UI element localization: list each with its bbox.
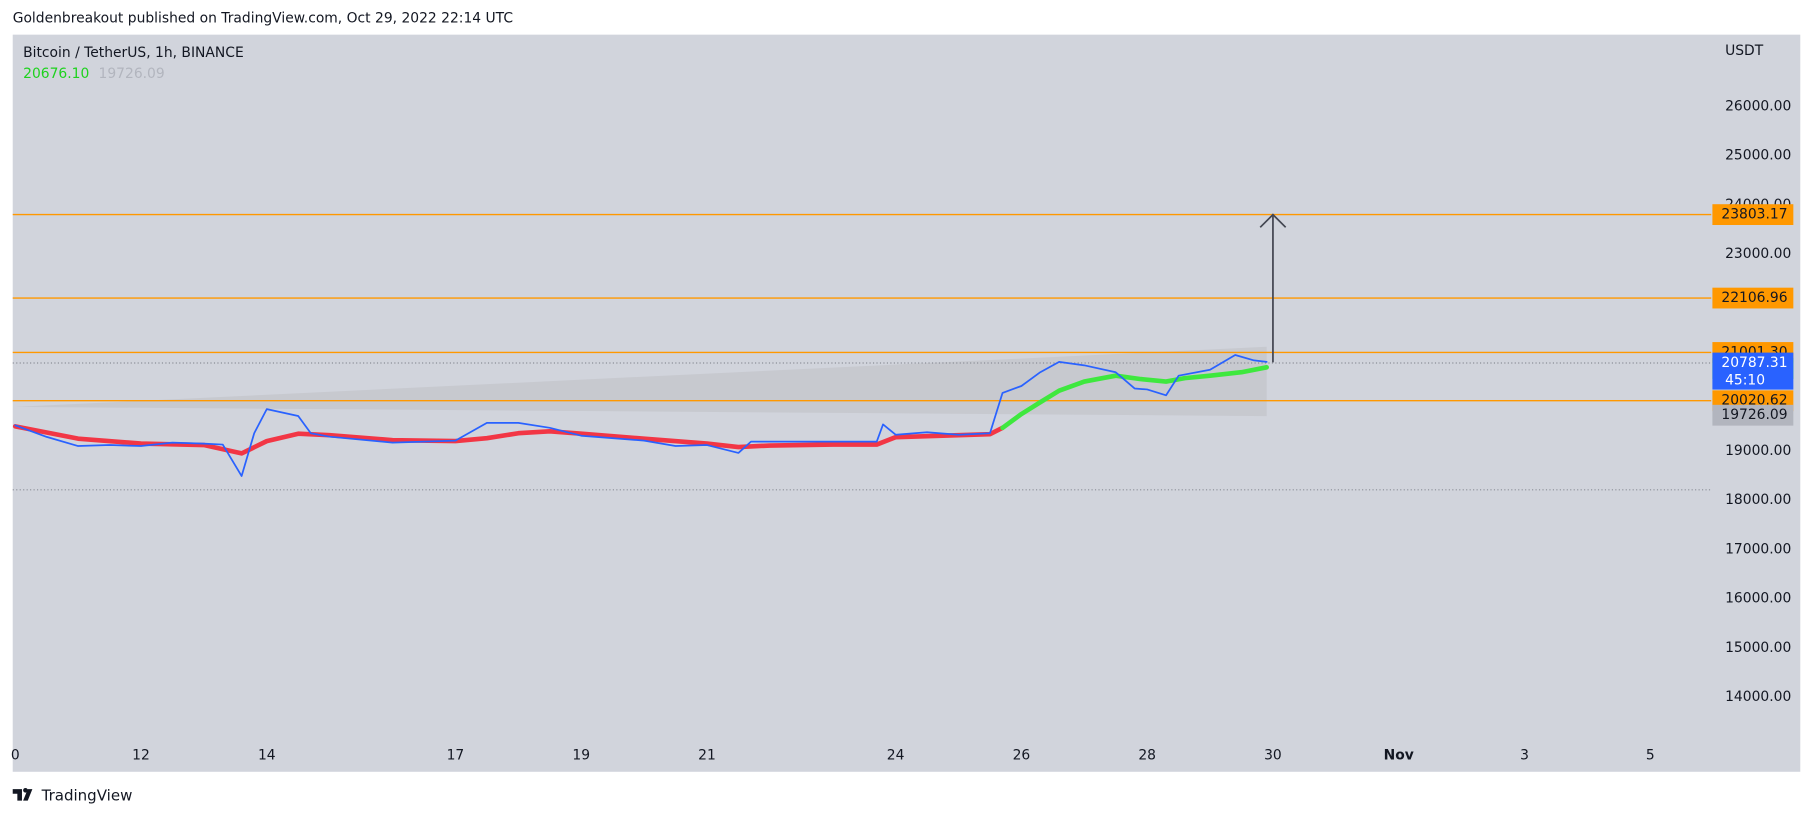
price-label: 23803.17 — [1721, 207, 1787, 223]
y-tick-label: 23000.00 — [1725, 246, 1791, 262]
y-tick-label: 19000.00 — [1725, 443, 1791, 459]
y-tick-label: 18000.00 — [1725, 492, 1791, 508]
shaded-zone — [15, 346, 1267, 417]
series-line — [14, 354, 1268, 477]
price-label-box — [1712, 404, 1794, 426]
series-line — [1000, 364, 1269, 431]
price-label: 20020.62 — [1721, 393, 1787, 409]
x-tick-label: 21 — [698, 748, 716, 764]
x-tick-label: 14 — [258, 748, 276, 764]
legend-value: 19726.09 — [99, 66, 165, 82]
x-tick-label: 5 — [1646, 748, 1655, 764]
price-label-box — [1712, 352, 1794, 390]
x-tick-label: 19 — [572, 748, 590, 764]
x-tick-label: 28 — [1138, 748, 1156, 764]
symbol-title: Bitcoin / TetherUS, 1h, BINANCE — [23, 45, 244, 61]
arrow-head — [1259, 213, 1287, 228]
y-tick-label: 16000.00 — [1725, 591, 1791, 607]
x-tick-label: 17 — [447, 748, 465, 764]
legend-value: 20676.10 — [23, 66, 89, 82]
x-tick-label: 12 — [132, 748, 150, 764]
y-tick-label: 26000.00 — [1725, 99, 1791, 115]
publish-note: Goldenbreakout published on TradingView.… — [13, 10, 513, 26]
brand-logo — [12, 787, 33, 801]
x-tick-label: 3 — [1520, 748, 1529, 764]
price-label-box — [1712, 204, 1794, 226]
x-tick-label: 26 — [1013, 748, 1031, 764]
x-tick-label: 0 — [11, 748, 20, 764]
price-label: 19726.09 — [1721, 407, 1787, 423]
y-unit: USDT — [1725, 43, 1764, 59]
brand-name: TradingView — [41, 787, 133, 805]
price-label-box — [1712, 287, 1794, 309]
x-tick-label: 30 — [1264, 748, 1282, 764]
y-tick-label: 15000.00 — [1725, 640, 1791, 656]
price-label: 22106.96 — [1721, 290, 1787, 306]
series-line — [12, 424, 1005, 456]
price-countdown: 45:10 — [1725, 372, 1765, 388]
price-label: 20787.31 — [1721, 355, 1787, 371]
x-tick-label: Nov — [1384, 748, 1414, 764]
y-tick-label: 17000.00 — [1725, 541, 1791, 557]
x-tick-label: 24 — [887, 748, 905, 764]
y-tick-label: 25000.00 — [1725, 148, 1791, 164]
y-tick-label: 14000.00 — [1725, 689, 1791, 705]
